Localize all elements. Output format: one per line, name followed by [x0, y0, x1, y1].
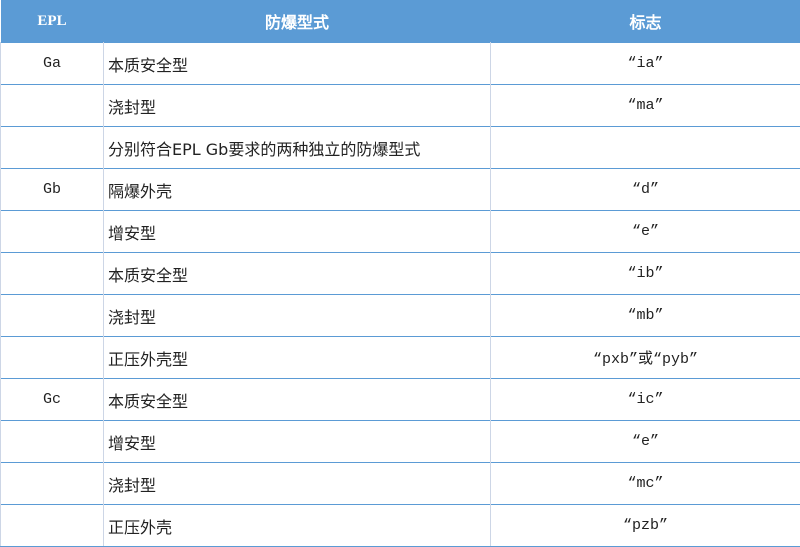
table-row: Gc 本质安全型 “ic” [0, 378, 800, 421]
type-cell: 本质安全型 [103, 252, 491, 295]
type-cell: 浇封型 [103, 294, 491, 337]
table-row: 正压外壳 “pzb” [0, 504, 800, 547]
header-epl: EPL [0, 0, 104, 43]
type-cell: 浇封型 [103, 462, 491, 505]
table-row: 增安型 “e” [0, 210, 800, 253]
mark-cell: “mb” [490, 294, 800, 337]
epl-cell: Gb [0, 168, 104, 211]
mark-cell: “pxb”或“pyb” [490, 336, 800, 379]
mark-cell: “ic” [490, 378, 800, 421]
mark-cell: “ia” [490, 42, 800, 85]
table-row: 增安型 “e” [0, 420, 800, 463]
epl-cell [0, 126, 104, 169]
mark-cell: “ma” [490, 84, 800, 127]
type-cell: 隔爆外壳 [103, 168, 491, 211]
mark-cell: “e” [490, 210, 800, 253]
epl-cell [0, 420, 104, 463]
table-row: 本质安全型 “ib” [0, 252, 800, 295]
mark-cell: “d” [490, 168, 800, 211]
epl-cell [0, 294, 104, 337]
epl-cell: Ga [0, 42, 104, 85]
type-cell: 增安型 [103, 210, 491, 253]
mark-cell: “ib” [490, 252, 800, 295]
mark-cell: “pzb” [490, 504, 800, 547]
type-cell: 本质安全型 [103, 378, 491, 421]
header-row: EPL 防爆型式 标志 [0, 0, 800, 43]
table-row: 浇封型 “mc” [0, 462, 800, 505]
table-row: Ga 本质安全型 “ia” [0, 42, 800, 85]
header-mark: 标志 [490, 0, 800, 43]
table-row: 浇封型 “ma” [0, 84, 800, 127]
mark-cell [490, 126, 800, 169]
mark-cell: “mc” [490, 462, 800, 505]
epl-cell [0, 84, 104, 127]
header-type: 防爆型式 [103, 0, 491, 43]
type-cell: 正压外壳型 [103, 336, 491, 379]
epl-cell [0, 252, 104, 295]
epl-cell [0, 210, 104, 253]
table-row: Gb 隔爆外壳 “d” [0, 168, 800, 211]
type-cell: 浇封型 [103, 84, 491, 127]
epl-cell [0, 504, 104, 547]
type-cell: 分别符合EPL Gb要求的两种独立的防爆型式 [103, 126, 491, 169]
table-row: 正压外壳型 “pxb”或“pyb” [0, 336, 800, 379]
type-cell: 本质安全型 [103, 42, 491, 85]
epl-cell [0, 336, 104, 379]
type-cell: 正压外壳 [103, 504, 491, 547]
table-row: 分别符合EPL Gb要求的两种独立的防爆型式 [0, 126, 800, 169]
epl-cell [0, 462, 104, 505]
table-row: 浇封型 “mb” [0, 294, 800, 337]
type-cell: 增安型 [103, 420, 491, 463]
mark-cell: “e” [490, 420, 800, 463]
epl-cell: Gc [0, 378, 104, 421]
